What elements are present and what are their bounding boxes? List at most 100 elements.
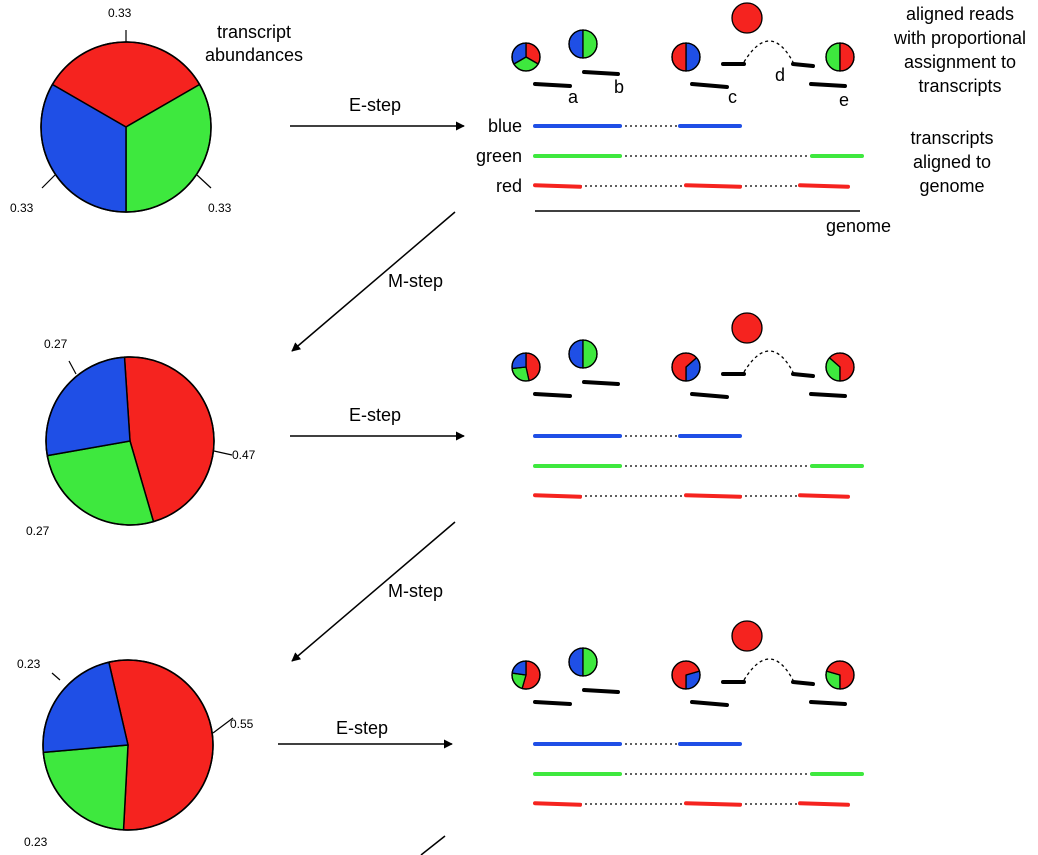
panel-3-read-d-splice: [743, 658, 794, 681]
reads-header-line-4: transcripts: [918, 76, 1001, 96]
abundance-tick-3-blue: [51, 672, 61, 681]
panel-2-read-b-pie-slice-green: [582, 339, 598, 369]
panel-3-read-1: [533, 700, 572, 706]
panel-3-read-3: [690, 700, 729, 707]
panel-2-read-2: [582, 380, 620, 386]
panel-1-read-a-pie: [511, 42, 541, 72]
panel-3-read-a-pie-outline: [511, 660, 541, 690]
panel-3-exon-red-2: [684, 801, 742, 807]
panel-1-read-c-pie: [671, 42, 701, 72]
transcripts-header-line-3: genome: [919, 176, 984, 196]
abundance-tick-3-red: [212, 717, 234, 734]
e-step-label-2: E-step: [349, 405, 401, 425]
panel-2-read-d-pie: [731, 312, 763, 344]
abundance-label-2-blue: 0.27: [44, 337, 68, 351]
panel-2-read-b-pie: [568, 339, 598, 369]
abundance-label-3-green: 0.23: [24, 835, 48, 849]
abundance-label-1-green: 0.33: [208, 201, 232, 215]
e-step-label-1: E-step: [349, 95, 401, 115]
reads-header-line-3: assignment to: [904, 52, 1016, 72]
m-step-label-2: M-step: [388, 581, 443, 601]
panel-3-read-6: [809, 700, 847, 706]
panel-2-read-1: [533, 392, 572, 398]
transcript-label-green: green: [476, 146, 522, 166]
panel-1-read-e-pie-slice-red: [839, 42, 855, 72]
iteration-panels: 0.33 0.33 0.33 0.27 0.27 0.47 0.23 0.23 0.55: [10, 2, 864, 849]
m-step-label-1: M-step: [388, 271, 443, 291]
panel-1-read-2: [582, 70, 620, 76]
panel-1-read-d-splice: [743, 40, 794, 63]
panel-3-read-e-pie: [825, 660, 855, 690]
abundance-pie-3-outline: [42, 659, 214, 831]
reads-header-line-1: aligned reads: [906, 4, 1014, 24]
panel-1-exon-red-1: [533, 183, 582, 189]
panel-2-read-b-pie-outline: [568, 339, 598, 369]
panel-3-read-b-pie: [568, 647, 598, 677]
panel-1-read-d-pie: [731, 2, 763, 34]
abundance-label-1-blue: 0.33: [10, 201, 34, 215]
m-step-arrow-2: [291, 521, 456, 662]
panel-1-read-3: [690, 82, 729, 89]
panel-2-read-d-splice: [743, 350, 794, 373]
panel-1-read-c-pie-slice-red: [671, 42, 687, 72]
panel-2-read-e-pie-outline: [825, 352, 855, 382]
abundance-tick-1-green: [196, 174, 212, 189]
panel-2-read-c-pie: [671, 352, 701, 382]
panel-3-read-5: [791, 680, 815, 686]
panel-3-read-a-pie: [511, 660, 541, 690]
panel-1-read-b-pie: [568, 29, 598, 59]
abundance-label-3-blue: 0.23: [17, 657, 41, 671]
panel-3-exon-red-1: [533, 801, 582, 807]
abundance-label-2-green: 0.27: [26, 524, 50, 538]
abundance-label-2-red: 0.47: [232, 448, 256, 462]
panel-2-read-3: [690, 392, 729, 399]
panel-2-read-e-pie: [825, 352, 855, 382]
panel-2-exon-red-1: [533, 493, 582, 499]
read-label-c: c: [728, 87, 737, 107]
abundance-label-1-red: 0.33: [108, 6, 132, 20]
panel-3-read-c-pie: [671, 660, 701, 690]
abundance-tick-1-blue: [41, 174, 56, 189]
read-label-e: e: [839, 90, 849, 110]
panel-1-read-a-pie-outline: [511, 42, 541, 72]
panel-1-read-b-pie-slice-green: [582, 29, 598, 59]
transcript-label-red: red: [496, 176, 522, 196]
panel-3-read-2: [582, 688, 620, 694]
abundances-header-line-2: abundances: [205, 45, 303, 65]
panel-1-read-c-pie-outline: [671, 42, 701, 72]
m-step-arrow-1: [291, 211, 456, 352]
read-label-d: d: [775, 65, 785, 85]
abundance-pie-2: [45, 356, 215, 526]
abundance-pie-3-slice-green: [42, 744, 129, 831]
abundances-header-line-1: transcript: [217, 22, 291, 42]
abundance-pie-2-outline: [45, 356, 215, 526]
abundance-tick-2-red: [213, 450, 233, 456]
panel-3-read-b-pie-slice-green: [582, 647, 598, 677]
panel-1-exon-red-2: [684, 183, 742, 189]
panel-1-read-1: [533, 82, 572, 88]
panel-2-read-5: [791, 372, 815, 378]
panel-3-exon-red-3: [798, 801, 850, 807]
panel-1-read-e-pie-outline: [825, 42, 855, 72]
panel-1-read-e-pie-slice-green: [825, 42, 841, 72]
panel-2-read-c-pie-outline: [671, 352, 701, 382]
panel-1-read-5: [791, 62, 815, 68]
abundance-label-3-red: 0.55: [230, 717, 254, 731]
panel-2-read-6: [809, 392, 847, 398]
panel-1-read-6: [809, 82, 847, 88]
panel-2-read-a-pie: [511, 352, 541, 382]
e-step-label-3: E-step: [336, 718, 388, 738]
panel-2-read-b-pie-slice-blue: [568, 339, 584, 369]
panel-3-read-c-pie-outline: [671, 660, 701, 690]
genome-label: genome: [826, 216, 891, 236]
abundance-pie-2-slice-blue: [45, 356, 131, 457]
panel-2-exon-red-3: [798, 493, 850, 499]
panel-3-read-b-pie-slice-blue: [568, 647, 584, 677]
m-step-arrow-3-partial: [420, 835, 446, 855]
panel-3-read-e-pie-outline: [825, 660, 855, 690]
panel-3-read-b-pie-outline: [568, 647, 598, 677]
transcript-label-blue: blue: [488, 116, 522, 136]
panel-1-read-b-pie-outline: [568, 29, 598, 59]
panel-1-read-c-pie-slice-blue: [685, 42, 701, 72]
